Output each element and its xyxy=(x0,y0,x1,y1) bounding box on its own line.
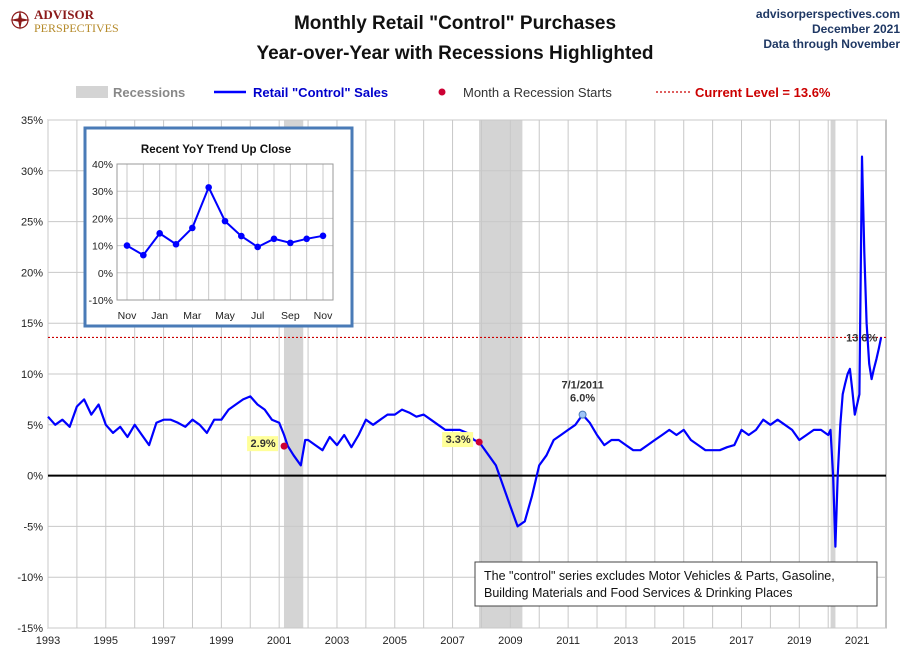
series-line-retail-control xyxy=(47,155,883,548)
compass-icon xyxy=(10,10,30,30)
legend-label-recession-start: Month a Recession Starts xyxy=(463,85,612,100)
inset-y-tick-label: 0% xyxy=(98,268,113,280)
legend-label-series: Retail "Control" Sales xyxy=(253,85,388,100)
x-tick-label: 2009 xyxy=(498,635,522,647)
legend-swatch-recessions xyxy=(76,86,108,98)
recession-start-marker xyxy=(475,438,483,446)
inset-y-tick-label: 10% xyxy=(92,241,113,253)
current-level-label: 13.6% xyxy=(846,332,877,344)
y-tick-label: 5% xyxy=(27,420,43,432)
legend: Recessions Retail "Control" Sales Month … xyxy=(76,85,831,100)
y-tick-label: 10% xyxy=(21,369,43,381)
inset-y-tick-label: 40% xyxy=(92,159,113,171)
source-through: Data through November xyxy=(763,37,900,51)
inset-point xyxy=(189,224,196,232)
legend-swatch-recession-start xyxy=(438,88,446,96)
inset-y-tick-label: 20% xyxy=(92,213,113,225)
inset-x-tick-label: Mar xyxy=(183,310,202,322)
x-tick-label: 1993 xyxy=(36,635,60,647)
inset-y-ticks: 40% 30% 20% 10% 0% -10% xyxy=(88,159,113,307)
recession-start-label: 3.3% xyxy=(446,434,471,446)
inset-y-tick-label: -10% xyxy=(88,295,113,307)
inset-point xyxy=(270,235,278,243)
inset-point xyxy=(254,243,261,251)
x-tick-label: 2019 xyxy=(787,635,811,647)
y-tick-label: 25% xyxy=(21,217,43,229)
inset-point xyxy=(221,217,229,225)
legend-label-recessions: Recessions xyxy=(113,85,185,100)
x-tick-label: 2011 xyxy=(556,635,580,647)
y-tick-label: 15% xyxy=(21,318,43,330)
peak-value-label: 6.0% xyxy=(570,393,595,405)
inset-point xyxy=(140,251,147,259)
inset-x-tick-label: Nov xyxy=(118,310,137,322)
brand-line1: ADVISOR xyxy=(34,7,95,22)
inset-grid xyxy=(116,163,334,301)
note-box-frame xyxy=(474,561,878,607)
y-tick-label: -15% xyxy=(17,623,43,635)
chart-title: Monthly Retail "Control" Purchases xyxy=(294,13,616,34)
inset-y-tick-label: 30% xyxy=(92,186,113,198)
x-tick-label: 2001 xyxy=(267,635,291,647)
inset-point xyxy=(156,230,163,237)
x-tick-label: 2003 xyxy=(325,635,349,647)
x-tick-label: 1995 xyxy=(94,635,118,647)
inset-x-tick-label: Nov xyxy=(314,310,333,322)
x-tick-label: 1999 xyxy=(209,635,233,647)
x-tick-label: 2013 xyxy=(614,635,638,647)
inset-plot-area xyxy=(116,163,334,301)
inset-frame xyxy=(83,126,354,328)
x-tick-label: 2021 xyxy=(845,635,869,647)
inset-x-tick-label: Jul xyxy=(251,310,264,322)
brand-logo: ADVISOR PERSPECTIVES xyxy=(10,7,119,35)
inset-chart: Recent YoY Trend Up Close 40% 30% 20% 10% 0%… xyxy=(83,126,354,328)
x-tick-label: 1997 xyxy=(151,635,175,647)
inset-point xyxy=(303,235,310,243)
chart-subtitle: Year-over-Year with Recessions Highlight… xyxy=(256,43,653,64)
peak-marker xyxy=(578,410,587,419)
y-tick-label: 20% xyxy=(21,267,43,279)
y-tick-label: 30% xyxy=(21,166,43,178)
source-date: December 2021 xyxy=(812,22,900,36)
note-box: The "control" series excludes Motor Vehi… xyxy=(474,561,878,607)
peak-date-label: 7/1/2011 xyxy=(561,380,603,392)
note-line1: The "control" series excludes Motor Vehi… xyxy=(484,569,835,583)
inset-x-tick-label: Sep xyxy=(281,310,300,322)
legend-label-current: Current Level = 13.6% xyxy=(695,85,831,100)
y-tick-label: -5% xyxy=(23,521,43,533)
inset-title: Recent YoY Trend Up Close xyxy=(141,144,291,156)
x-tick-label: 2015 xyxy=(671,635,695,647)
inset-point xyxy=(123,242,131,249)
inset-points xyxy=(123,184,327,259)
y-tick-label: 0% xyxy=(27,471,43,483)
inset-point xyxy=(238,232,245,240)
recession-start-marker xyxy=(280,442,288,450)
x-tick-label: 2007 xyxy=(440,635,464,647)
y-axis-ticks: 35% 30% 25% 20% 15% 10% 5% 0% -5% -10% -15% xyxy=(17,115,43,635)
source-site: advisorperspectives.com xyxy=(756,7,900,21)
x-tick-label: 2017 xyxy=(729,635,753,647)
x-tick-label: 2005 xyxy=(383,635,407,647)
inset-x-ticks: Nov Jan Mar May Jul Sep Nov xyxy=(118,310,333,322)
x-axis-ticks: 1993 1995 1997 1999 2001 2003 2005 2007 2009 2011… xyxy=(36,635,870,647)
recession-start-label-bg xyxy=(442,432,474,448)
y-tick-label: -10% xyxy=(17,572,43,584)
recession-start-label-bg xyxy=(247,436,279,452)
note-line2: Building Materials and Food Services & D… xyxy=(484,586,792,600)
inset-point xyxy=(205,184,212,191)
brand-line2: PERSPECTIVES xyxy=(34,21,119,35)
recession-start-label: 2.9% xyxy=(251,438,276,450)
inset-point xyxy=(319,232,327,240)
inset-point xyxy=(172,240,180,248)
inset-point xyxy=(287,239,294,247)
inset-x-tick-label: Jan xyxy=(151,310,168,322)
inset-x-tick-label: May xyxy=(215,310,236,322)
y-tick-label: 35% xyxy=(21,115,43,127)
